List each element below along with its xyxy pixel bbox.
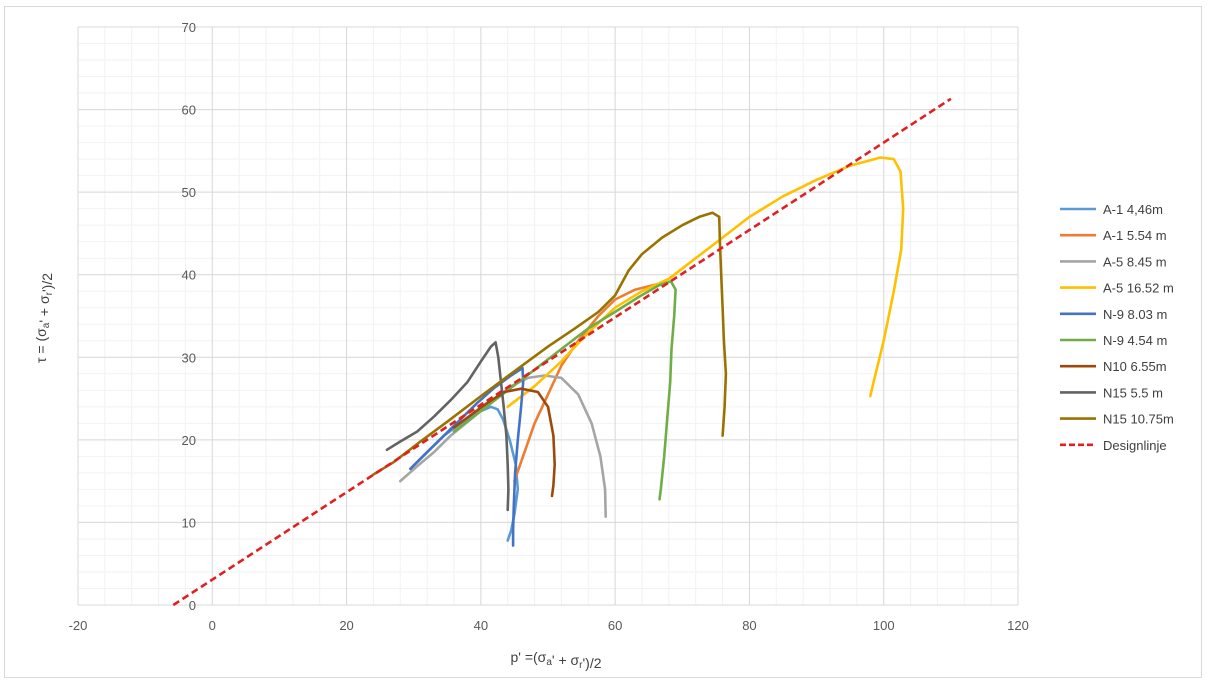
y-tick-label: 10: [182, 515, 196, 530]
series-line-9: [372, 211, 728, 476]
x-tick-label: 40: [474, 618, 488, 633]
minor-gridlines: [77, 26, 1019, 606]
series-line-1: [409, 405, 520, 542]
y-tick-label: 0: [189, 598, 196, 613]
legend-label: A-1 5.54 m: [1103, 228, 1167, 243]
legend-label: N10 6.55m: [1103, 359, 1167, 374]
series-line-3: [399, 374, 607, 518]
legend-label: N-9 4.54 m: [1103, 333, 1167, 348]
legend-label: A-5 16.52 m: [1103, 281, 1174, 296]
x-tick-label: 0: [209, 618, 216, 633]
x-axis-ticks: -20 0 20 40 60 80 100 120: [69, 618, 1029, 633]
x-tick-label: 100: [873, 618, 895, 633]
legend-label: N-9 8.03 m: [1103, 307, 1167, 322]
series-line-6: [452, 280, 677, 501]
chart-frame: [4, 6, 1202, 678]
y-axis-title: τ = (σa' + σr')/2: [33, 273, 55, 363]
y-tick-label: 60: [182, 103, 196, 118]
legend-label: Designlinje: [1103, 438, 1167, 453]
y-tick-label: 30: [182, 350, 196, 365]
y-tick-label: 70: [182, 20, 196, 35]
series-line-5: [409, 366, 525, 547]
series-line-4: [506, 156, 905, 409]
legend-label: N15 5.5 m: [1103, 385, 1163, 400]
x-tick-label: 60: [608, 618, 622, 633]
series-line-7: [452, 387, 556, 498]
x-tick-label: 120: [1007, 618, 1029, 633]
x-axis-title: p' =(σa' + σr')/2: [510, 649, 601, 671]
legend-label: A-5 8.45 m: [1103, 254, 1167, 269]
legend: A-1 4,46m A-1 5.54 m A-5 8.45 m A-5 16.52 m…: [1060, 202, 1174, 453]
series-line-10: [172, 97, 952, 607]
y-tick-label: 20: [182, 433, 196, 448]
y-tick-label: 40: [182, 268, 196, 283]
legend-label: A-1 4,46m: [1103, 202, 1163, 217]
series-layer: [172, 97, 952, 607]
y-axis-ticks: 0 10 20 30 40 50 60 70: [182, 20, 196, 613]
legend-label: N15 10.75m: [1103, 412, 1174, 427]
x-tick-label: 80: [742, 618, 756, 633]
x-tick-label: 20: [339, 618, 353, 633]
series-line-2: [513, 281, 667, 483]
y-tick-label: 50: [182, 185, 196, 200]
series-line-8: [385, 341, 510, 512]
x-tick-label: -20: [69, 618, 88, 633]
major-gridlines: [77, 26, 1019, 606]
